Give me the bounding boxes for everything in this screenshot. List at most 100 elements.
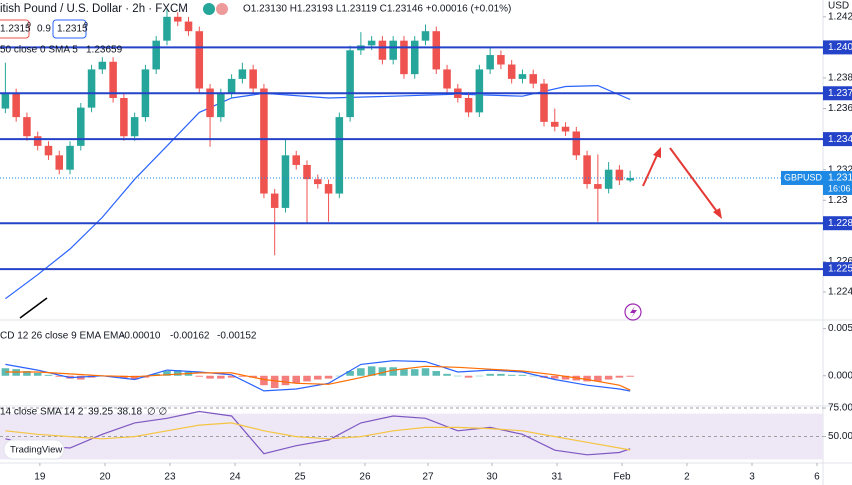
candle-body — [572, 131, 581, 156]
candle-body — [66, 145, 74, 170]
macd-histogram-bar — [583, 375, 591, 382]
macd-histogram-bar — [324, 375, 333, 379]
macd-histogram-bar — [529, 375, 537, 377]
event-bolt — [630, 306, 637, 318]
level-label: 1.240 — [828, 42, 852, 53]
candle-body — [389, 40, 397, 60]
macd-histogram-bar — [367, 366, 376, 376]
level-label-box — [823, 262, 852, 277]
macd-histogram-bar — [357, 368, 365, 376]
level-label-box — [823, 40, 852, 55]
candle-body — [184, 21, 193, 32]
last-price: 1.231 — [828, 173, 852, 184]
rsi-band — [0, 413, 823, 460]
macd-histogram-bar — [594, 375, 602, 382]
candle-body — [378, 40, 387, 60]
arrow — [669, 147, 719, 214]
level-label-box — [823, 216, 852, 231]
last-price-box — [823, 170, 852, 195]
macd-histogram-bar — [23, 371, 31, 376]
x-tick-label: 24 — [229, 472, 241, 483]
y-tick-label: 75.00 — [828, 403, 852, 414]
candle-body — [443, 69, 451, 89]
candle-body — [173, 16, 182, 22]
level-label: 1.228 — [828, 218, 852, 229]
candle-body — [227, 78, 236, 94]
x-tick-label: 19 — [34, 472, 46, 483]
candle-body — [23, 117, 31, 137]
macd-histogram-bar — [227, 375, 236, 378]
macd-histogram-bar — [400, 369, 408, 376]
y-tick-label: 1.238 — [828, 73, 852, 84]
macd-histogram-bar — [378, 367, 387, 376]
macd-histogram-bar — [346, 371, 354, 376]
candle-body — [314, 179, 322, 185]
macd-histogram-bar — [55, 375, 64, 377]
candle-body — [303, 164, 311, 180]
macd-histogram-bar — [551, 375, 559, 379]
overlay: itish Pound / U.S. Dollar · 2h · FXCM O1… — [0, 1, 849, 460]
macd-histogram-bar — [335, 375, 344, 377]
macd-histogram-bar — [561, 375, 570, 380]
candle-body — [109, 61, 117, 98]
candle-body — [217, 93, 225, 118]
macd-histogram-bar — [475, 375, 484, 377]
candle-body — [292, 155, 301, 165]
macd-histogram-bar — [389, 367, 397, 376]
candle-body — [281, 155, 290, 208]
logo-badge[interactable] — [3, 439, 65, 460]
macd-histogram-bar — [217, 375, 225, 379]
candle-body — [270, 193, 279, 208]
symbol-tag: GBPUSD — [784, 172, 823, 182]
candle-body — [615, 169, 624, 181]
candle-body — [583, 155, 591, 185]
macd-histogram-bar — [464, 375, 473, 378]
ask-box[interactable] — [52, 19, 87, 39]
level-label: 1.237 — [828, 88, 852, 99]
bid: 1.2315 — [0, 24, 31, 35]
candle-body — [238, 69, 247, 79]
macd-histogram-bar — [497, 373, 505, 376]
x-tick-label: 2 — [684, 472, 690, 483]
candle-body — [335, 117, 344, 194]
sma-value: 1.23659 — [86, 45, 123, 56]
x-tick-label: 6 — [814, 472, 820, 483]
logo: TradingView — [10, 445, 62, 456]
candle-body — [497, 55, 505, 65]
macd-histogram-bar — [33, 372, 42, 376]
macd-value: -0.00162 — [170, 331, 210, 342]
candle-body — [120, 97, 128, 137]
candle-body — [87, 69, 96, 108]
bid-box[interactable] — [0, 19, 30, 39]
macd-histogram-bar — [443, 373, 451, 376]
candle-body — [33, 136, 42, 146]
sma-line — [5, 84, 631, 300]
ask: 1.2315 — [57, 24, 88, 35]
macd-histogram-bar — [615, 375, 624, 378]
candle-body — [540, 83, 548, 122]
candle-body — [163, 16, 171, 41]
macd-histogram-bar — [173, 370, 182, 376]
rsi-extra: ∅ ∅ — [147, 407, 167, 418]
arrow-head — [653, 147, 661, 158]
candle-body — [346, 50, 354, 118]
candle-body — [507, 64, 516, 79]
macd-histogram-bar — [486, 373, 494, 376]
spread: 0.9 — [37, 24, 51, 35]
macd-histogram-bar — [410, 369, 419, 376]
ohlc: O1.23130 H1.23193 L1.23119 C1.23146 +0.0… — [243, 4, 511, 15]
macd-histogram-bar — [260, 375, 268, 386]
macd-histogram-bar — [163, 371, 171, 376]
candle-body — [206, 88, 214, 118]
macd-histogram-bar — [130, 375, 139, 380]
candle-body — [249, 69, 257, 89]
candle-body — [518, 74, 527, 79]
macd-histogram-bar — [421, 368, 430, 376]
level-label-box — [823, 86, 852, 101]
rsi-title: 14 close SMA 14 2 — [0, 407, 84, 418]
level-label-box — [823, 132, 852, 147]
panes: 1.242 1.238 1.236 1.232 1.23 1.226 1.224 1.240 1… — [0, 9, 852, 483]
x-tick-label: 25 — [294, 472, 306, 483]
y-tick-label: 1.236 — [828, 103, 852, 114]
